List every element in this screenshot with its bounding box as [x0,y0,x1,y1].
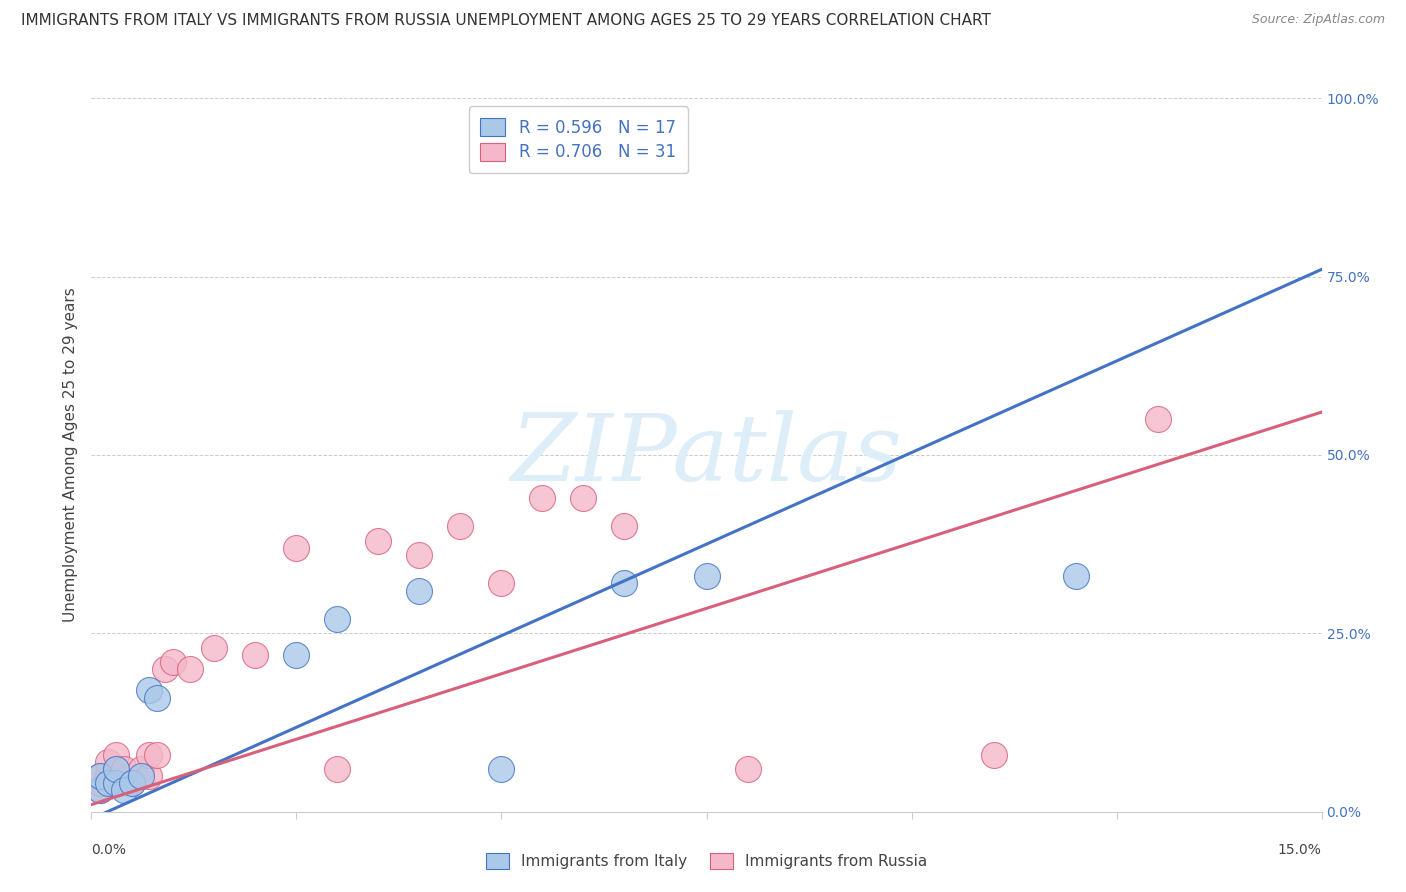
Point [179,662,201,676]
Point [367,533,389,548]
Point [146,747,169,762]
Point [408,548,430,562]
Point [983,747,1005,762]
Point [613,519,636,533]
Point [202,640,225,655]
Point [105,762,127,776]
Point [1064,569,1087,583]
Point [408,583,430,598]
Point [737,762,759,776]
Point [491,576,513,591]
Point [572,491,595,505]
Point [105,776,127,790]
Point [97,776,120,790]
Point [613,576,636,591]
Text: IMMIGRANTS FROM ITALY VS IMMIGRANTS FROM RUSSIA UNEMPLOYMENT AMONG AGES 25 TO 29: IMMIGRANTS FROM ITALY VS IMMIGRANTS FROM… [21,13,991,29]
Text: 15.0%: 15.0% [1278,843,1322,857]
Point [146,690,169,705]
Point [89,769,111,783]
Legend: Immigrants from Italy, Immigrants from Russia: Immigrants from Italy, Immigrants from R… [479,847,934,875]
Point [449,519,471,533]
Point [695,569,717,583]
Point [121,776,143,790]
Text: ZIPatlas: ZIPatlas [510,410,903,500]
Point [326,612,349,626]
Point [491,762,513,776]
Point [245,648,267,662]
Point [129,762,152,776]
Point [89,783,111,797]
Point [89,769,111,783]
Point [105,747,127,762]
Point [89,783,111,797]
Point [285,541,308,555]
Point [97,755,120,769]
Point [138,769,160,783]
Point [105,776,127,790]
Point [89,776,111,790]
Point [129,769,152,783]
Point [105,762,127,776]
Point [285,648,308,662]
Point [531,491,554,505]
Text: Source: ZipAtlas.com: Source: ZipAtlas.com [1251,13,1385,27]
Point [121,776,143,790]
Point [162,655,184,669]
Text: 0.0%: 0.0% [91,843,127,857]
Point [112,783,135,797]
Point [138,683,160,698]
Point [153,662,177,676]
Point [138,747,160,762]
Point [97,769,120,783]
Point [326,762,349,776]
Y-axis label: Unemployment Among Ages 25 to 29 years: Unemployment Among Ages 25 to 29 years [62,287,77,623]
Point [1146,412,1168,426]
Point [112,762,135,776]
